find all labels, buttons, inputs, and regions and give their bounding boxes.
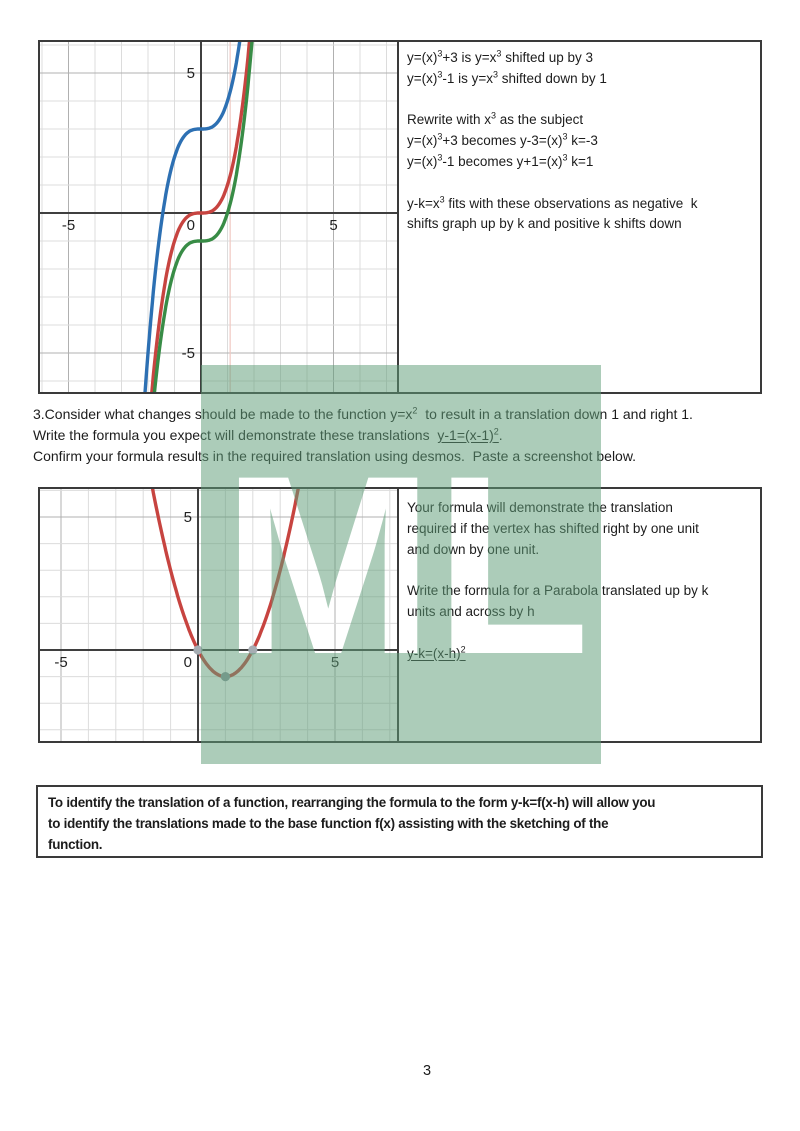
cubic-section-table: -5 0 5 5 -5 y=(x)3+3 is y=x3 shifted up by 3… — [38, 40, 762, 394]
tick-label: 0 — [184, 654, 192, 671]
parabola-translation-graph: -5 0 5 5 — [40, 489, 397, 741]
marked-point — [248, 645, 258, 655]
function-curve — [143, 42, 242, 392]
text-line — [407, 560, 752, 581]
tick-label: -5 — [182, 345, 195, 362]
text-line: Your formula will demonstrate the transl… — [407, 500, 673, 515]
cubic-graph-cell: -5 0 5 5 -5 — [40, 42, 397, 392]
marked-point — [220, 672, 230, 682]
text-line: 3.Consider what changes should be made t… — [33, 405, 693, 422]
summary-box: To identify the translation of a functio… — [36, 785, 763, 858]
parabola-notes-text: Your formula will demonstrate the transl… — [397, 489, 760, 741]
text-line: y=(x)3-1 becomes y+1=(x)3 k=1 — [407, 152, 594, 169]
marked-point — [193, 645, 203, 655]
tick-label: 5 — [331, 654, 339, 671]
function-curve — [152, 42, 254, 392]
cubic-notes-text: y=(x)3+3 is y=x3 shifted up by 3 y=(x)3-1… — [397, 42, 760, 392]
text-line: y=(x)3+3 is y=x3 shifted up by 3 — [407, 48, 593, 65]
tick-label: 5 — [187, 65, 195, 82]
text-line: shifts graph up by k and positive k shif… — [407, 216, 682, 232]
tick-label: -5 — [62, 217, 75, 234]
text-line: and down by one unit. — [407, 541, 540, 557]
text-line: y-k=x3 fits with these observations as n… — [407, 194, 698, 211]
tick-label: 5 — [184, 509, 192, 526]
cubic-translations-graph: -5 0 5 5 -5 — [40, 42, 397, 392]
parabola-section-table: -5 0 5 5 Your formula will demonstrate the … — [38, 487, 762, 743]
page-number: 3 — [423, 1063, 432, 1079]
tick-label: 5 — [329, 217, 337, 234]
parabola-graph-cell: -5 0 5 5 — [40, 489, 397, 741]
tick-label: -5 — [54, 654, 67, 671]
text-line: required if the vertex has shifted right… — [407, 520, 699, 536]
text-line — [407, 173, 752, 194]
text-line: function. — [48, 837, 103, 852]
text-line: Write the formula you expect will demons… — [33, 426, 503, 443]
text-line: Confirm your formula results in the requ… — [33, 447, 637, 464]
text-line: y=(x)3+3 becomes y-3=(x)3 k=-3 — [407, 131, 598, 149]
text-line — [407, 623, 752, 644]
text-line: To identify the translation of a functio… — [48, 795, 656, 810]
text-line: to identify the translations made to the… — [48, 816, 609, 831]
text-line: units and across by h — [407, 603, 535, 619]
function-curve — [150, 42, 252, 392]
tick-label: 0 — [187, 217, 195, 234]
text-line: y-k=(x-h)2 — [407, 644, 466, 661]
text-line: y=(x)3-1 is y=x3 shifted down by 1 — [407, 69, 607, 86]
text-line: Write the formula for a Parabola transla… — [407, 583, 709, 599]
text-line — [407, 90, 752, 111]
question-3-paragraph: 3.Consider what changes should be made t… — [33, 404, 793, 466]
text-line: Rewrite with x3 as the subject — [407, 110, 584, 128]
